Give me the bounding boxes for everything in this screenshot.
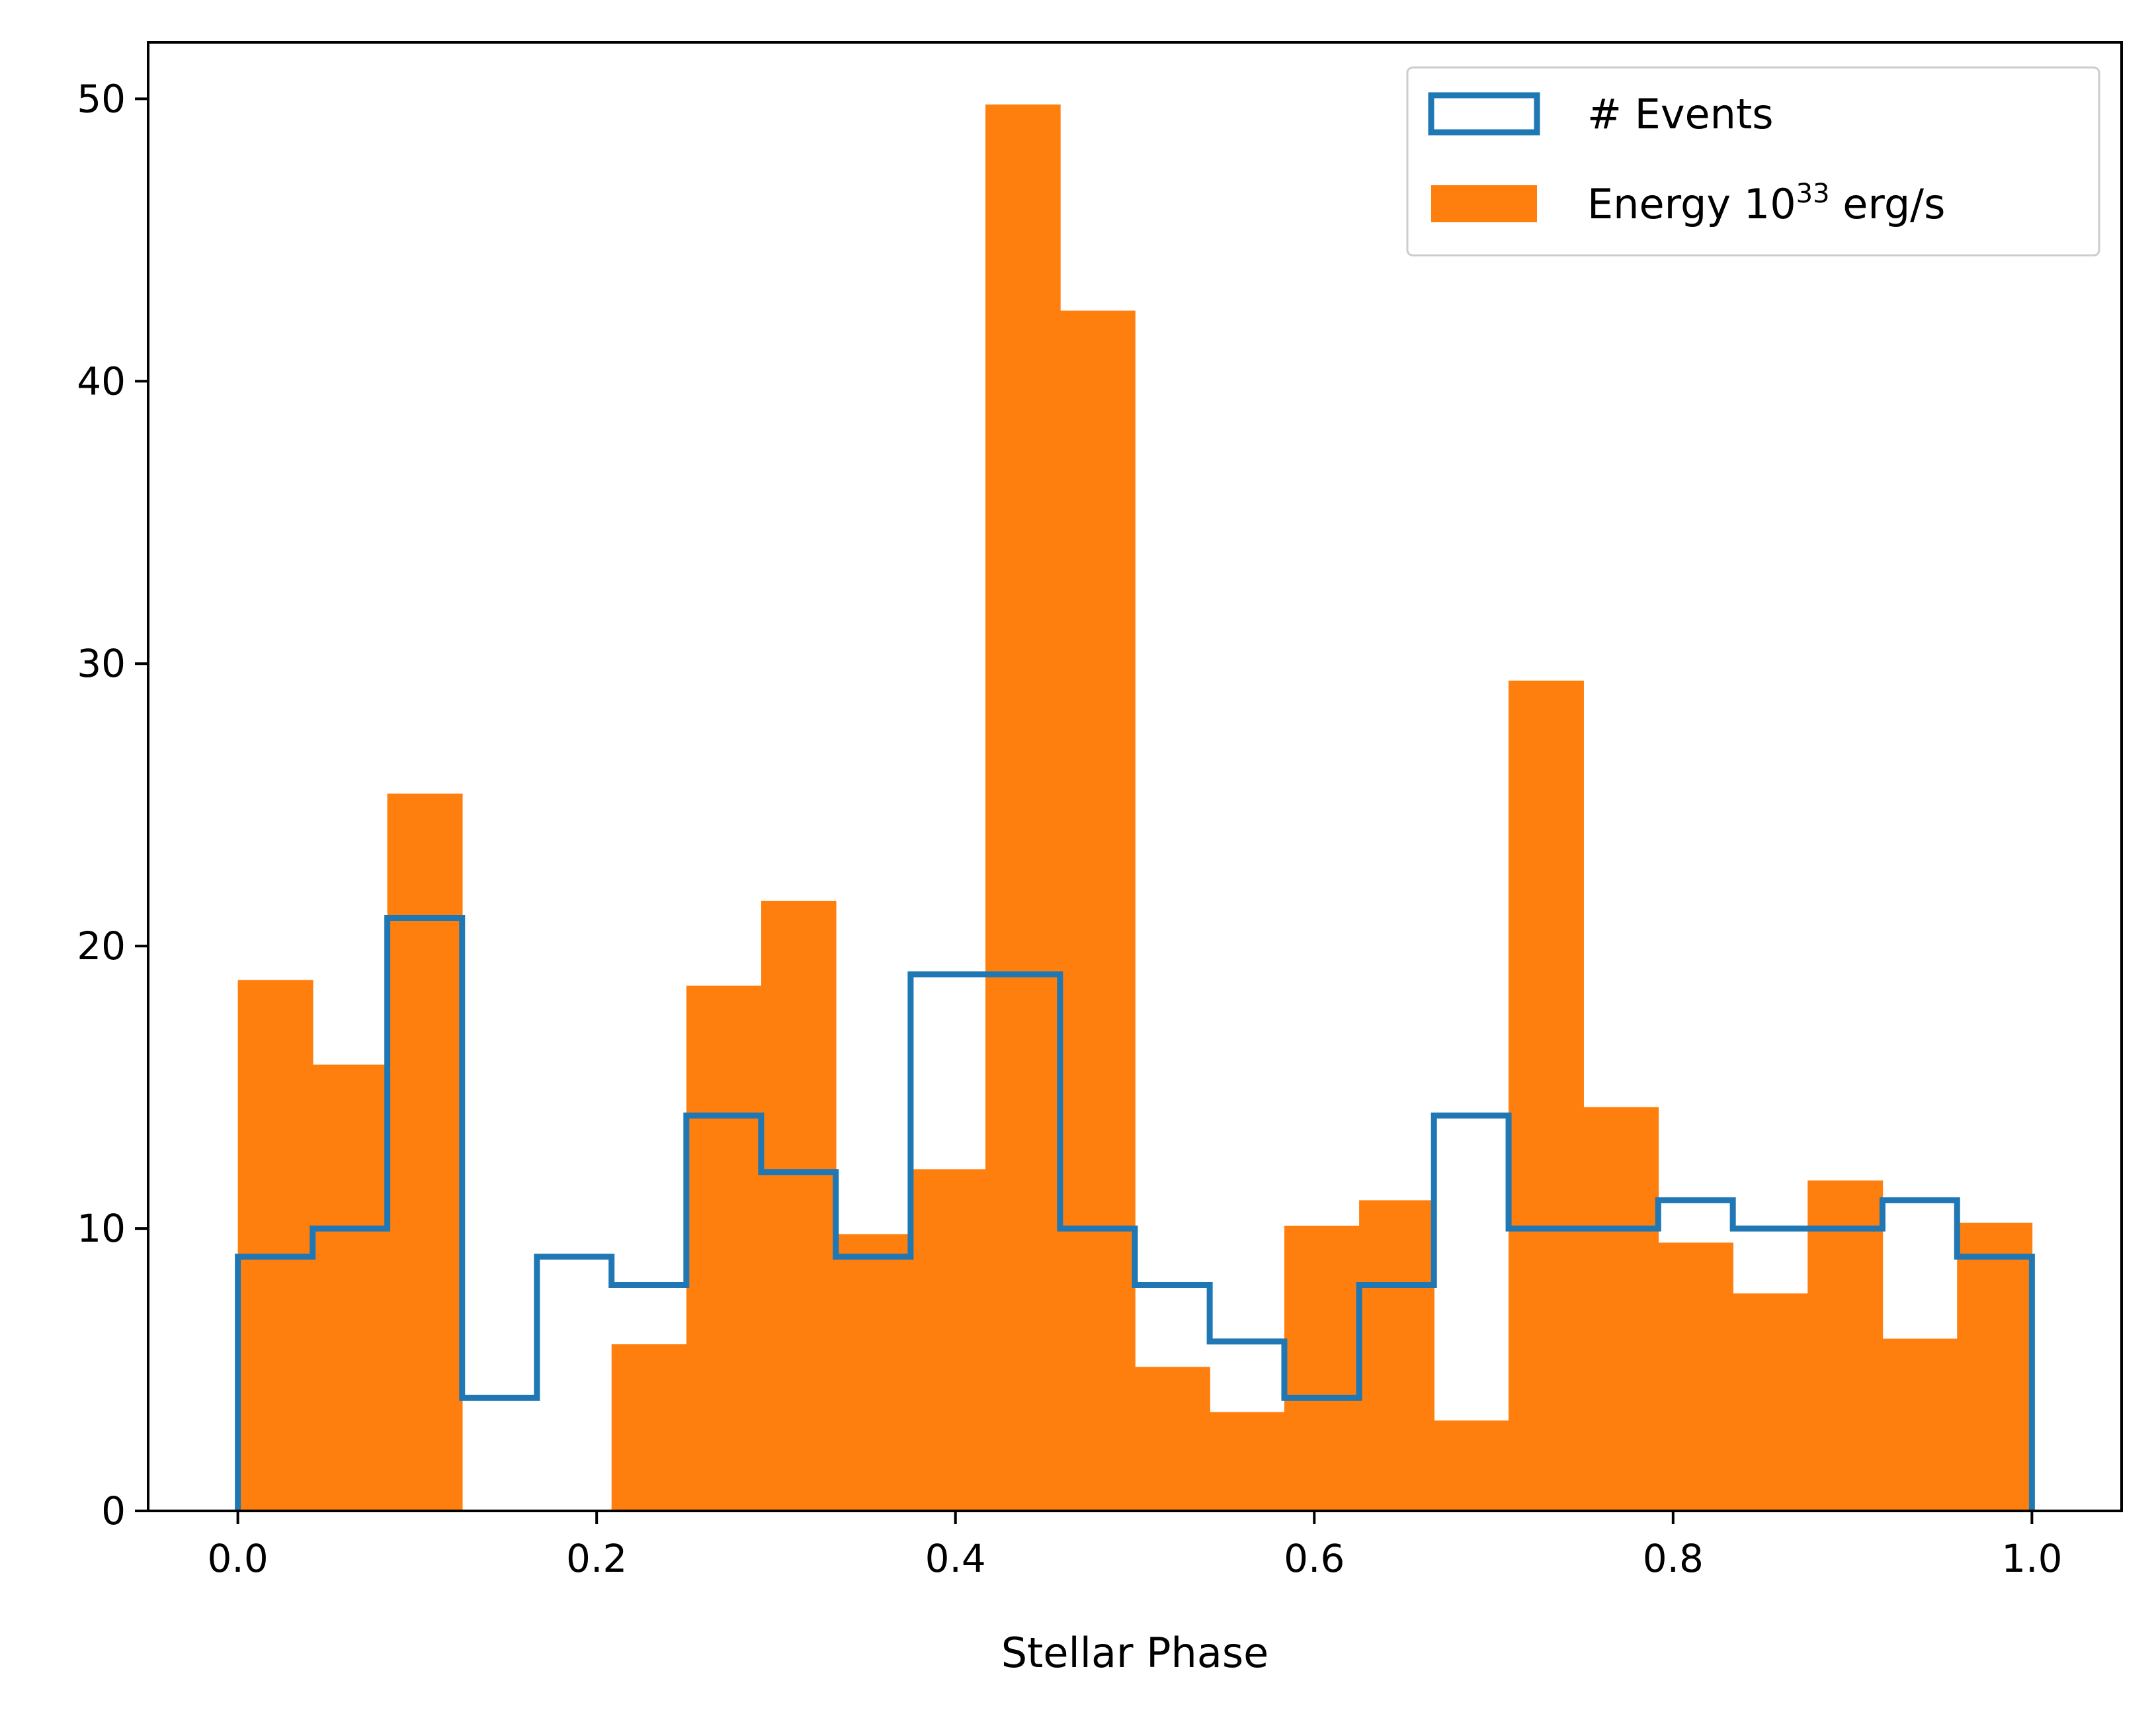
events-step-line — [235, 914, 2035, 1511]
energy-bar — [312, 1064, 388, 1511]
y-axis-ticks: 0 10 20 30 40 50 — [77, 76, 148, 1533]
x-tick-label: 0.4 — [925, 1536, 986, 1581]
legend-box — [1406, 66, 2100, 257]
legend-energy-base: Energy 10 — [1587, 180, 1796, 228]
x-tick-label: 0.2 — [566, 1536, 627, 1581]
x-tick-label: 0.8 — [1643, 1536, 1704, 1581]
x-axis-label: Stellar Phase — [1001, 1629, 1269, 1677]
legend-swatch-energy — [1431, 185, 1537, 222]
energy-bar — [1135, 1367, 1210, 1511]
x-axis-ticks: 0.0 0.2 0.4 0.6 0.8 1.0 — [208, 1511, 2062, 1581]
energy-bar — [1509, 680, 1584, 1511]
y-tick-label: 0 — [101, 1488, 126, 1533]
energy-bar — [1583, 1107, 1659, 1511]
energy-bar — [1807, 1180, 1884, 1511]
legend-swatch-events — [1428, 92, 1540, 136]
energy-bars-group — [237, 104, 2033, 1512]
x-tick-label: 0.6 — [1284, 1536, 1345, 1581]
legend-energy-exponent: 33 — [1796, 179, 1830, 209]
energy-bar — [1059, 310, 1136, 1512]
legend-label-events: # Events — [1587, 90, 1774, 138]
axes-group — [147, 41, 2123, 1512]
energy-bar — [1882, 1338, 1958, 1511]
energy-bar — [1210, 1412, 1285, 1511]
energy-bar — [1359, 1200, 1435, 1511]
events-step-group — [235, 914, 2035, 1511]
energy-bar — [686, 985, 762, 1511]
energy-bar — [237, 980, 313, 1511]
energy-bar — [1284, 1225, 1360, 1511]
energy-bar — [1733, 1293, 1809, 1511]
energy-bar — [835, 1234, 911, 1511]
energy-bar — [910, 1169, 986, 1511]
y-tick-label: 20 — [77, 923, 126, 968]
energy-bar — [1957, 1222, 2033, 1511]
energy-bar — [761, 900, 837, 1511]
y-tick-label: 40 — [77, 359, 126, 404]
legend-energy-unit: erg/s — [1830, 180, 1946, 228]
legend: # Events Energy 1033 erg/s — [1406, 66, 2100, 257]
x-tick-label: 1.0 — [2001, 1536, 2062, 1581]
energy-bar — [1658, 1242, 1733, 1511]
energy-bar — [1434, 1420, 1509, 1511]
energy-bar — [387, 793, 463, 1511]
legend-label-energy: Energy 1033 erg/s — [1587, 179, 1945, 228]
y-tick-label: 10 — [77, 1206, 126, 1251]
energy-bar — [985, 104, 1061, 1511]
y-tick-label: 30 — [77, 641, 126, 686]
x-tick-label: 0.0 — [208, 1536, 269, 1581]
plot-frame — [147, 41, 2123, 1512]
y-tick-label: 50 — [77, 76, 126, 121]
energy-bar — [611, 1344, 687, 1511]
